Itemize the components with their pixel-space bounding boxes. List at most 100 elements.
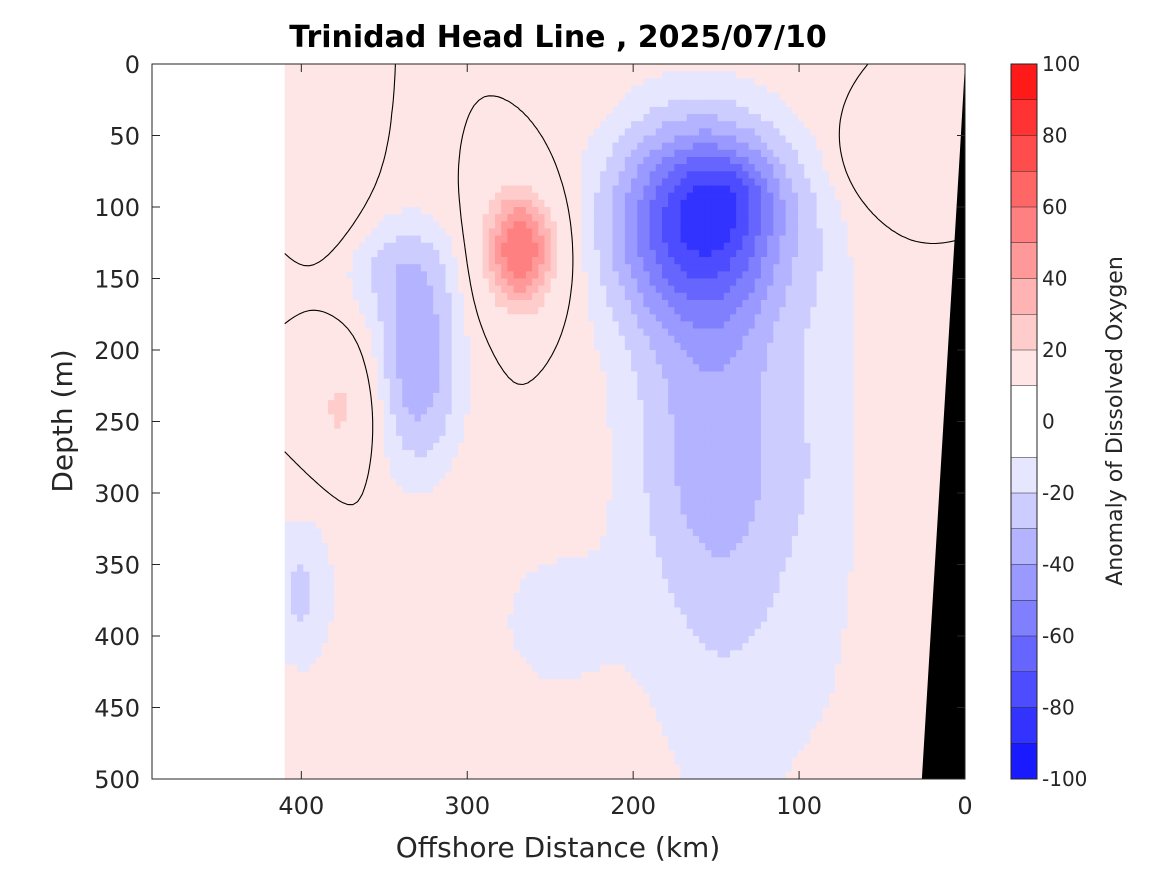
- anomaly-cell: [600, 285, 607, 294]
- anomaly-cell: [903, 156, 910, 165]
- anomaly-cell: [581, 328, 589, 337]
- anomaly-cell: [377, 257, 385, 265]
- anomaly-cell: [896, 285, 904, 294]
- anomaly-cell: [705, 257, 713, 265]
- anomaly-cell: [309, 371, 317, 380]
- anomaly-cell: [699, 350, 706, 358]
- anomaly-cell: [358, 178, 366, 187]
- anomaly-cell: [433, 285, 440, 294]
- anomaly-cell: [847, 185, 855, 194]
- anomaly-cell: [866, 106, 873, 115]
- anomaly-cell: [532, 292, 539, 301]
- anomaly-cell: [915, 342, 923, 351]
- anomaly-cell: [742, 164, 750, 172]
- anomaly-cell: [773, 242, 781, 251]
- anomaly-cell: [909, 199, 917, 208]
- anomaly-cell: [773, 228, 781, 237]
- anomaly-cell: [612, 128, 620, 137]
- anomaly-cell: [674, 249, 682, 258]
- anomaly-cell: [600, 207, 607, 215]
- anomaly-cell: [297, 85, 304, 94]
- anomaly-cell: [389, 192, 397, 201]
- anomaly-cell: [495, 178, 502, 187]
- anomaly-cell: [328, 299, 335, 308]
- anomaly-cell: [358, 142, 366, 151]
- anomaly-cell: [686, 178, 694, 187]
- anomaly-cell: [389, 171, 397, 179]
- anomaly-cell: [699, 221, 706, 230]
- anomaly-cell: [767, 171, 774, 179]
- anomaly-cell: [791, 192, 799, 201]
- anomaly-cell: [878, 235, 886, 244]
- anomaly-cell: [538, 85, 546, 94]
- anomaly-cell: [371, 335, 379, 344]
- anomaly-cell: [760, 257, 768, 265]
- anomaly-cell: [507, 378, 515, 387]
- anomaly-cell: [340, 185, 348, 194]
- anomaly-cell: [798, 342, 805, 351]
- anomaly-cell: [828, 185, 836, 194]
- anomaly-cell: [618, 128, 626, 137]
- anomaly-cell: [946, 271, 954, 280]
- anomaly-cell: [457, 171, 465, 179]
- anomaly-cell: [742, 285, 750, 294]
- anomaly-cell: [705, 364, 713, 373]
- anomaly-cell: [643, 178, 651, 187]
- anomaly-cell: [791, 292, 799, 301]
- anomaly-cell: [723, 292, 731, 301]
- anomaly-cell: [878, 135, 886, 144]
- anomaly-cell: [760, 271, 768, 280]
- anomaly-cell: [717, 199, 725, 208]
- anomaly-cell: [488, 142, 496, 151]
- anomaly-cell: [835, 314, 842, 322]
- anomaly-cell: [488, 128, 496, 137]
- anomaly-cell: [563, 242, 570, 251]
- anomaly-cell: [686, 292, 694, 301]
- anomaly-cell: [798, 221, 805, 230]
- anomaly-cell: [680, 257, 688, 265]
- anomaly-cell: [699, 156, 706, 165]
- anomaly-cell: [828, 307, 836, 315]
- anomaly-cell: [711, 235, 719, 244]
- anomaly-cell: [426, 335, 434, 344]
- anomaly-cell: [730, 249, 737, 258]
- anomaly-cell: [655, 364, 663, 373]
- anomaly-cell: [754, 78, 762, 87]
- anomaly-cell: [532, 264, 539, 272]
- anomaly-cell: [519, 199, 527, 208]
- anomaly-cell: [927, 106, 935, 115]
- anomaly-cell: [927, 321, 935, 330]
- anomaly-cell: [816, 121, 824, 129]
- anomaly-cell: [723, 249, 731, 258]
- anomaly-cell: [334, 71, 341, 79]
- anomaly-cell: [371, 235, 379, 244]
- anomaly-cell: [383, 128, 391, 137]
- anomaly-cell: [674, 156, 682, 165]
- anomaly-cell: [736, 335, 743, 344]
- anomaly-cell: [798, 285, 805, 294]
- anomaly-cell: [896, 192, 904, 201]
- anomaly-cell: [439, 264, 447, 272]
- anomaly-cell: [457, 221, 465, 230]
- anomaly-cell: [915, 71, 923, 79]
- anomaly-cell: [544, 264, 552, 272]
- anomaly-cell: [315, 321, 323, 330]
- anomaly-cell: [426, 299, 434, 308]
- anomaly-cell: [389, 228, 397, 237]
- anomaly-cell: [451, 285, 459, 294]
- anomaly-cell: [587, 99, 595, 108]
- anomaly-cell: [513, 249, 521, 258]
- anomaly-cell: [501, 264, 508, 272]
- anomaly-cell: [927, 364, 935, 373]
- anomaly-cell: [828, 235, 836, 244]
- anomaly-cell: [402, 249, 410, 258]
- anomaly-cell: [841, 135, 849, 144]
- anomaly-cell: [643, 378, 651, 387]
- anomaly-cell: [742, 149, 750, 158]
- anomaly-cell: [828, 92, 836, 101]
- anomaly-cell: [872, 85, 880, 94]
- anomaly-cell: [532, 350, 539, 358]
- anomaly-cell: [365, 114, 372, 122]
- anomaly-cell: [352, 207, 360, 215]
- anomaly-cell: [593, 228, 601, 237]
